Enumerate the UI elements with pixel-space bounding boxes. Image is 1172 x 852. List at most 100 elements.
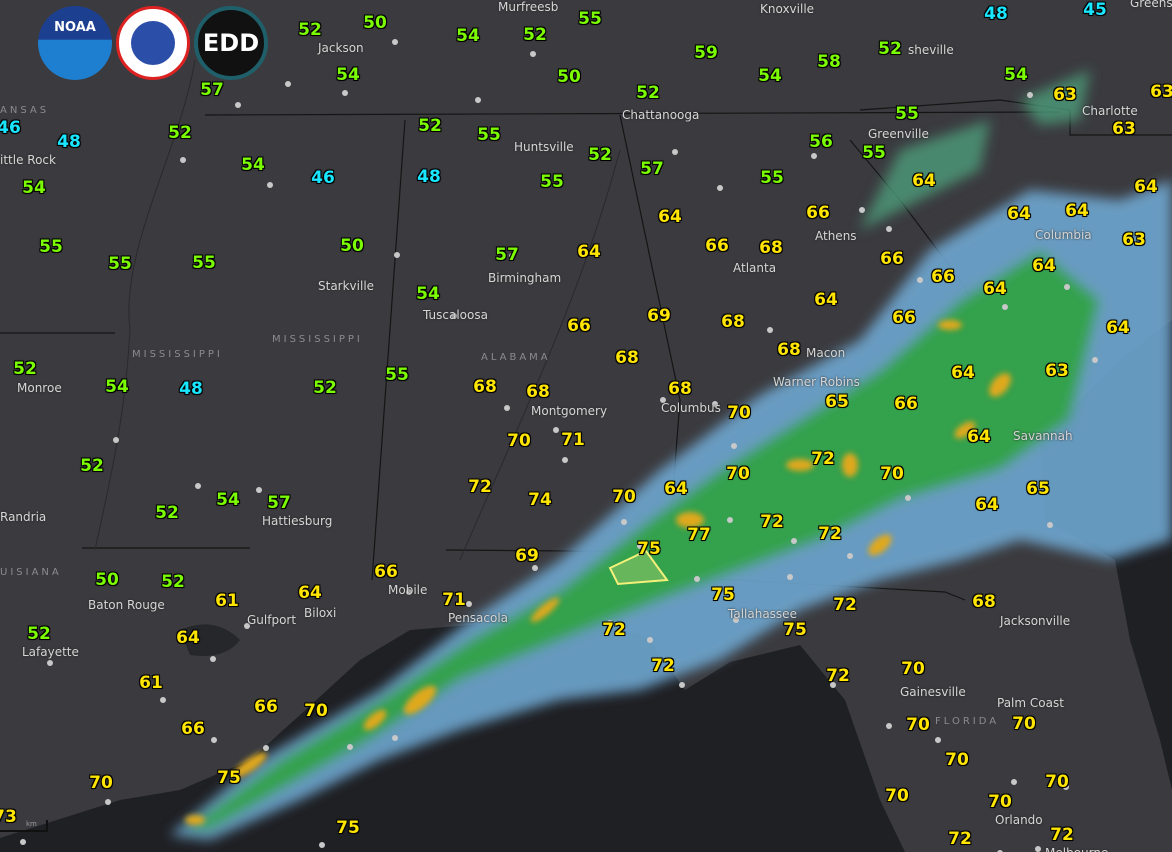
station-dot[interactable] (1047, 522, 1053, 528)
temperature-label[interactable]: 52 (418, 116, 442, 136)
station-dot[interactable] (509, 253, 515, 259)
temperature-label[interactable]: 55 (760, 168, 784, 188)
temperature-label[interactable]: 66 (567, 316, 591, 336)
station-dot[interactable] (504, 405, 510, 411)
station-dot[interactable] (886, 226, 892, 232)
station-dot[interactable] (244, 623, 250, 629)
temperature-label[interactable]: 63 (1112, 119, 1136, 139)
station-dot[interactable] (392, 39, 398, 45)
temperature-label[interactable]: 70 (906, 715, 930, 735)
temperature-label[interactable]: 64 (1134, 177, 1158, 197)
temperature-label[interactable]: 70 (1012, 714, 1036, 734)
temperature-label[interactable]: 70 (901, 659, 925, 679)
temperature-label[interactable]: 77 (687, 525, 711, 545)
station-dot[interactable] (210, 656, 216, 662)
temperature-label[interactable]: 57 (267, 493, 291, 513)
temperature-label[interactable]: 73 (0, 807, 17, 827)
station-dot[interactable] (20, 839, 26, 845)
temperature-label[interactable]: 48 (57, 132, 81, 152)
temperature-label[interactable]: 45 (1083, 0, 1107, 20)
temperature-label[interactable]: 66 (254, 697, 278, 717)
station-dot[interactable] (672, 149, 678, 155)
station-dot[interactable] (105, 799, 111, 805)
station-dot[interactable] (466, 601, 472, 607)
station-dot[interactable] (342, 90, 348, 96)
temperature-label[interactable]: 65 (1026, 479, 1050, 499)
temperature-label[interactable]: 72 (602, 620, 626, 640)
temperature-label[interactable]: 66 (806, 203, 830, 223)
temperature-label[interactable]: 74 (528, 490, 552, 510)
temperature-label[interactable]: 64 (951, 363, 975, 383)
station-dot[interactable] (733, 617, 739, 623)
temperature-label[interactable]: 75 (637, 539, 661, 559)
temperature-label[interactable]: 68 (759, 238, 783, 258)
temperature-label[interactable]: 66 (374, 562, 398, 582)
temperature-label[interactable]: 55 (578, 9, 602, 29)
station-dot[interactable] (935, 737, 941, 743)
temperature-label[interactable]: 50 (557, 67, 581, 87)
station-dot[interactable] (553, 427, 559, 433)
temperature-label[interactable]: 72 (833, 595, 857, 615)
station-dot[interactable] (256, 487, 262, 493)
temperature-label[interactable]: 57 (640, 159, 664, 179)
temperature-label[interactable]: 52 (161, 572, 185, 592)
temperature-label[interactable]: 46 (311, 168, 335, 188)
temperature-label[interactable]: 64 (1007, 204, 1031, 224)
station-dot[interactable] (811, 153, 817, 159)
temperature-label[interactable]: 55 (108, 254, 132, 274)
temperature-label[interactable]: 72 (760, 512, 784, 532)
station-dot[interactable] (113, 437, 119, 443)
temperature-label[interactable]: 64 (967, 427, 991, 447)
station-dot[interactable] (859, 207, 865, 213)
temperature-label[interactable]: 54 (216, 490, 240, 510)
temperature-label[interactable]: 48 (984, 4, 1008, 24)
station-dot[interactable] (532, 565, 538, 571)
station-dot[interactable] (1002, 304, 1008, 310)
station-dot[interactable] (211, 737, 217, 743)
station-dot[interactable] (731, 443, 737, 449)
temperature-label[interactable]: 65 (825, 392, 849, 412)
temperature-label[interactable]: 54 (416, 284, 440, 304)
temperature-label[interactable]: 70 (945, 750, 969, 770)
temperature-label[interactable]: 72 (948, 829, 972, 849)
temperature-label[interactable]: 52 (523, 25, 547, 45)
temperature-label[interactable]: 54 (336, 65, 360, 85)
temperature-label[interactable]: 63 (1150, 82, 1172, 102)
temperature-label[interactable]: 55 (385, 365, 409, 385)
temperature-label[interactable]: 55 (540, 172, 564, 192)
temperature-label[interactable]: 72 (826, 666, 850, 686)
temperature-label[interactable]: 59 (694, 43, 718, 63)
temperature-label[interactable]: 68 (526, 382, 550, 402)
temperature-label[interactable]: 64 (658, 207, 682, 227)
temperature-label[interactable]: 57 (200, 80, 224, 100)
station-dot[interactable] (727, 517, 733, 523)
station-dot[interactable] (235, 102, 241, 108)
temperature-label[interactable]: 54 (22, 178, 46, 198)
temperature-label[interactable]: 54 (241, 155, 265, 175)
temperature-label[interactable]: 71 (442, 590, 466, 610)
temperature-label[interactable]: 75 (217, 768, 241, 788)
temperature-label[interactable]: 64 (814, 290, 838, 310)
temperature-label[interactable]: 68 (473, 377, 497, 397)
temperature-label[interactable]: 64 (1106, 318, 1130, 338)
temperature-label[interactable]: 69 (515, 546, 539, 566)
temperature-label[interactable]: 63 (1053, 85, 1077, 105)
temperature-label[interactable]: 54 (105, 377, 129, 397)
station-dot[interactable] (562, 457, 568, 463)
temperature-label[interactable]: 72 (468, 477, 492, 497)
temperature-label[interactable]: 68 (721, 312, 745, 332)
temperature-label[interactable]: 55 (862, 143, 886, 163)
temperature-label[interactable]: 68 (972, 592, 996, 612)
station-dot[interactable] (1092, 357, 1098, 363)
temperature-label[interactable]: 58 (817, 52, 841, 72)
temperature-label[interactable]: 69 (647, 306, 671, 326)
temperature-label[interactable]: 55 (39, 237, 63, 257)
temperature-label[interactable]: 72 (818, 524, 842, 544)
temperature-label[interactable]: 50 (95, 570, 119, 590)
station-dot[interactable] (712, 401, 718, 407)
station-dot[interactable] (1064, 284, 1070, 290)
station-dot[interactable] (621, 519, 627, 525)
temperature-label[interactable]: 70 (885, 786, 909, 806)
temperature-label[interactable]: 72 (1050, 825, 1074, 845)
